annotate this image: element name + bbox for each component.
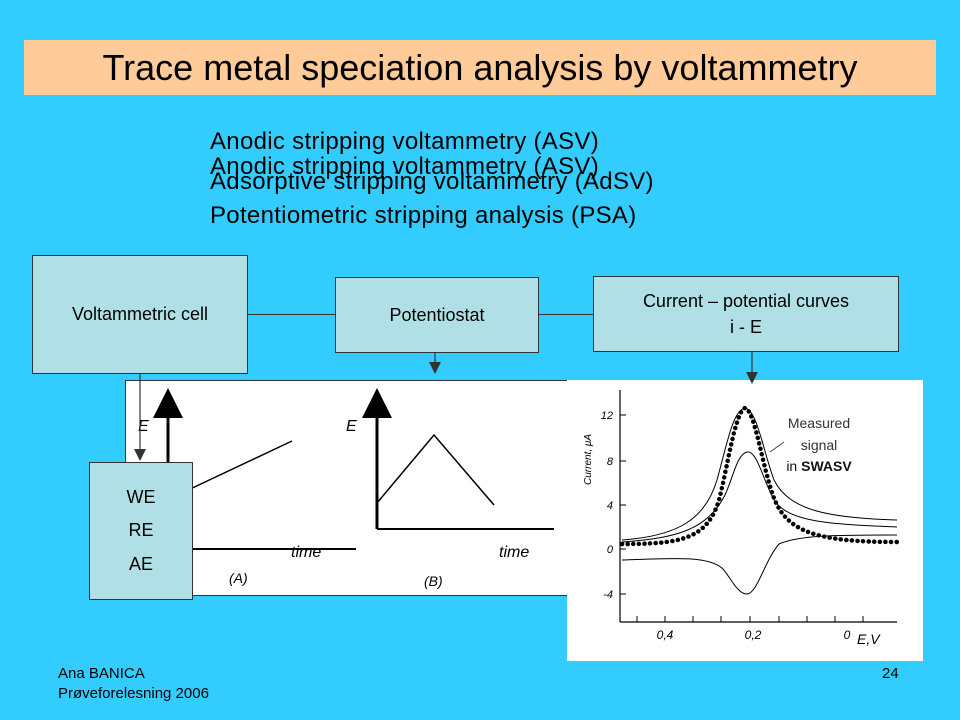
voltammogram-y-tick: 12 xyxy=(601,410,613,422)
annotation-line-3-bold: SWASV xyxy=(801,458,852,474)
voltammogram-panel: 12 8 4 0 -4 0,4 0,2 0 E,V Current, μA xyxy=(567,380,923,661)
annotation-line-3-prefix: in xyxy=(786,458,801,474)
annotation-line-2: signal xyxy=(801,437,838,453)
page-number: 24 xyxy=(882,665,899,682)
footer-author-block: Ana BANICA Prøveforelesning 2006 xyxy=(58,664,209,703)
voltammogram-x-tick: 0 xyxy=(844,628,851,642)
waveform-b-x-label: time xyxy=(499,544,529,561)
annotation-line-1: Measured xyxy=(788,415,850,431)
voltammogram-y-tick: 4 xyxy=(607,500,613,512)
slide-title: Trace metal speciation analysis by volta… xyxy=(102,46,858,88)
cv-forward-curve xyxy=(621,451,898,543)
waveform-panel: E time (A) E time (B) xyxy=(125,380,575,596)
waveform-b-triangle xyxy=(376,433,495,506)
electrodes-box: WE RE AE xyxy=(89,462,193,600)
waveform-a-ramp xyxy=(185,440,293,492)
waveform-a-x-label: time xyxy=(291,544,321,561)
voltammogram-y-tick: -4 xyxy=(603,589,613,601)
voltammogram-x-tick: 0,2 xyxy=(745,628,762,642)
footer-author: Ana BANICA xyxy=(58,665,145,682)
voltammogram-y-tick: 0 xyxy=(607,544,614,556)
cv-outer-curve xyxy=(621,407,898,541)
potentiostat-label: Potentiostat xyxy=(389,304,485,325)
voltammetric-cell-box: Voltammetric cell xyxy=(32,255,248,374)
electrode-re: RE xyxy=(128,520,154,541)
swasv-dotted-curve xyxy=(619,405,900,547)
waveform-a-y-label: E xyxy=(138,418,149,435)
cv-reverse-curve xyxy=(621,534,898,595)
bullet-adsv: Adsorptive stripping voltammetry (AdSV) xyxy=(210,168,654,195)
curves-box: Current – potential curves i - E xyxy=(593,276,899,352)
annotation-pointer xyxy=(769,441,785,453)
potentiostat-box: Potentiostat xyxy=(335,277,539,353)
waveform-b-caption: (B) xyxy=(424,573,443,589)
voltammogram-y-label: Current, μA xyxy=(583,434,594,485)
electrode-ae: AE xyxy=(128,553,153,574)
voltammogram-y-tick: 8 xyxy=(607,456,614,468)
waveform-chart: E time (A) E time (B) xyxy=(138,388,554,589)
waveform-a-caption: (A) xyxy=(229,570,248,586)
footer-event: Prøveforelesning 2006 xyxy=(58,684,209,702)
curves-label-line2: i - E xyxy=(729,317,762,337)
voltammogram-x-label: E,V xyxy=(857,631,881,647)
connector-potentiostat-curves xyxy=(538,314,594,315)
voltammogram-chart: 12 8 4 0 -4 0,4 0,2 0 E,V Current, μA xyxy=(583,390,900,647)
connector-cell-potentiostat xyxy=(247,314,335,315)
voltammogram-y-tick-marks xyxy=(620,414,626,595)
title-bar: Trace metal speciation analysis by volta… xyxy=(24,40,936,95)
voltammogram-x-tick-marks xyxy=(636,616,864,622)
bullet-psa: Potentiometric stripping analysis (PSA) xyxy=(210,202,637,229)
waveform-b-y-label: E xyxy=(346,418,357,435)
voltammogram-x-tick: 0,4 xyxy=(657,628,674,642)
bullet-asv: Anodic stripping voltammetry (ASV) xyxy=(210,128,599,155)
annotation-line-3: in SWASV xyxy=(786,458,852,474)
voltammetric-cell-label: Voltammetric cell xyxy=(71,304,209,325)
curves-label-line1: Current – potential curves xyxy=(642,290,850,311)
bullet-asv-duplicate: Anodic stripping voltammetry (ASV) xyxy=(210,153,599,180)
electrode-we: WE xyxy=(126,487,156,508)
